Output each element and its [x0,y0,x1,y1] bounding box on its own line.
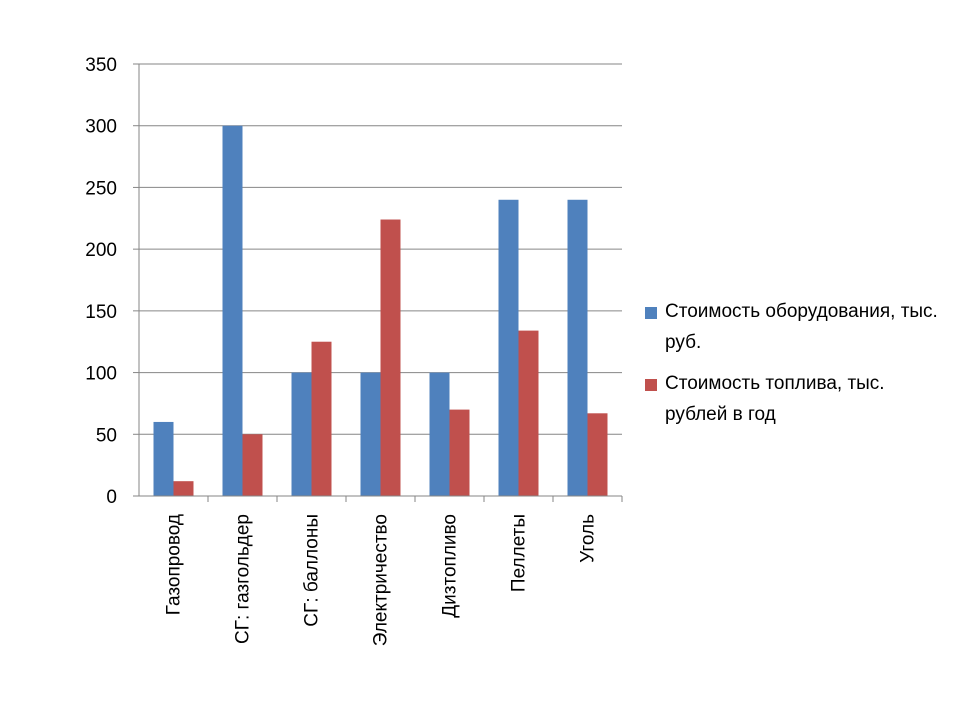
x-category-label: СГ: газгольдер [233,514,254,644]
bar-fuel [449,409,470,496]
y-tick-label: 50 [96,425,117,446]
bar-fuel [242,434,263,496]
y-tick-label: 250 [85,178,117,199]
legend-swatch-equipment [645,307,657,319]
bar-equipment [291,372,312,496]
bar-fuel [587,413,608,496]
y-tick-label: 150 [85,302,117,323]
x-category-label: СГ: баллоны [302,514,323,627]
x-category-label: Дизтопливо [440,514,461,618]
bar-fuel [173,481,194,496]
y-tick-label: 300 [85,117,117,138]
bar-equipment [360,372,381,496]
x-category-label: Электричество [371,514,392,646]
bar-fuel [311,341,332,496]
x-axis-labels: Газопровод СГ: газгольдер СГ: баллоны Элект… [164,514,599,646]
axes [133,63,623,502]
x-category-label: Уголь [578,514,599,563]
bar-equipment [222,125,243,496]
y-tick-label: 0 [106,487,117,508]
y-tick-label: 200 [85,240,117,261]
bar-equipment [567,199,588,496]
bar-equipment [429,372,450,496]
bar-fuel [380,219,401,496]
bar-fuel [518,330,539,496]
x-category-label: Пеллеты [509,514,530,592]
bar-equipment [498,199,519,496]
bar-equipment [153,421,174,496]
legend: Стоимость оборудования, тыс. руб. Стоимо… [645,296,945,440]
y-tick-label: 350 [85,55,117,76]
x-category-label: Газопровод [164,514,185,615]
legend-item-fuel: Стоимость топлива, тыс. рублей в год [645,368,945,430]
y-axis-ticks: 0 50 100 150 200 250 300 350 [85,55,117,508]
legend-swatch-fuel [645,379,657,391]
legend-label-equipment: Стоимость оборудования, тыс. руб. [665,301,938,353]
legend-item-equipment: Стоимость оборудования, тыс. руб. [645,296,945,358]
bars [153,125,608,496]
legend-label-fuel: Стоимость топлива, тыс. рублей в год [665,373,885,425]
y-tick-label: 100 [85,364,117,385]
